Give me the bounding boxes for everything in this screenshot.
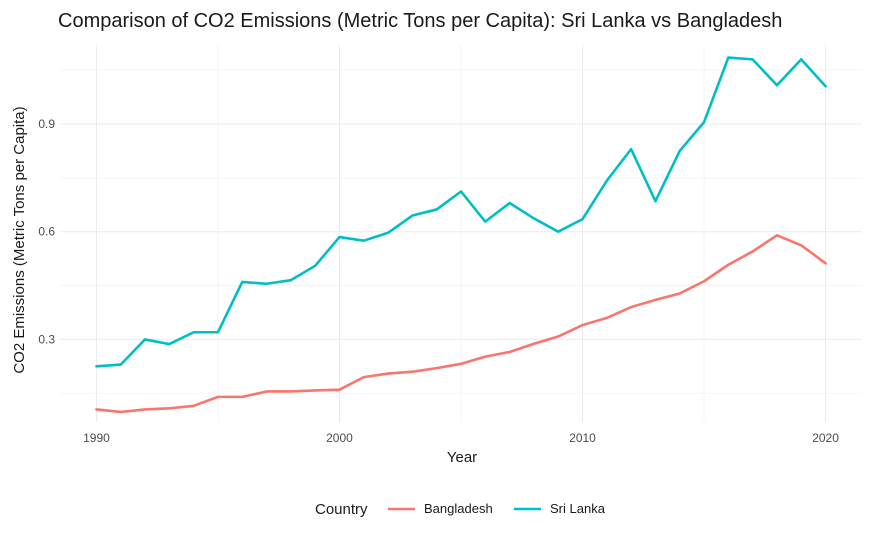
- series-line-sri-lanka: [95, 56, 827, 368]
- legend-label-bangladesh: Bangladesh: [424, 501, 493, 516]
- y-axis-title: CO2 Emissions (Metric Tons per Capita): [11, 106, 28, 373]
- series-lines: [95, 56, 827, 414]
- axis-tick-labels: 1990 2000 2010 2020 0.3 0.6 0.9: [38, 117, 839, 445]
- x-tick-label: 2020: [812, 431, 839, 445]
- y-tick-label: 0.6: [38, 225, 55, 239]
- x-tick-label: 1990: [83, 431, 110, 445]
- grid-lines: [60, 45, 862, 422]
- x-axis-title: Year: [447, 449, 477, 466]
- chart-title: Comparison of CO2 Emissions (Metric Tons…: [58, 10, 782, 32]
- legend-label-sri-lanka: Sri Lanka: [550, 501, 606, 516]
- x-tick-label: 2000: [326, 431, 353, 445]
- y-tick-label: 0.3: [38, 332, 55, 346]
- y-tick-label: 0.9: [38, 117, 55, 131]
- x-tick-label: 2010: [569, 431, 596, 445]
- series-line-bangladesh: [95, 234, 827, 414]
- legend: Country Bangladesh Sri Lanka: [315, 501, 606, 518]
- legend-title: Country: [315, 501, 368, 518]
